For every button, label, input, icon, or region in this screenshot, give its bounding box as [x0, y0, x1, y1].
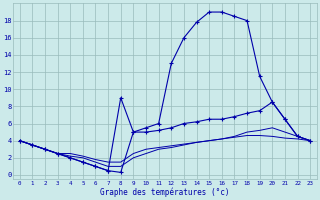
- X-axis label: Graphe des températures (°c): Graphe des températures (°c): [100, 187, 230, 197]
